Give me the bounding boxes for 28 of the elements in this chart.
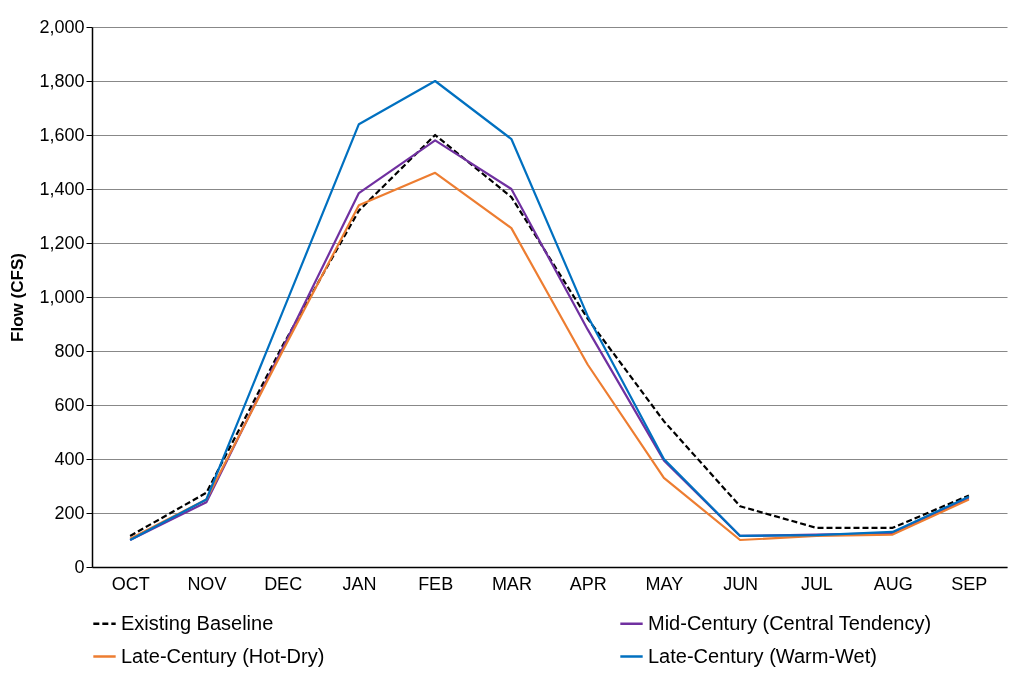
- x-tick-label: NOV: [187, 573, 227, 594]
- y-tick-label: 2,000: [39, 16, 85, 37]
- x-tick-label: FEB: [418, 573, 454, 594]
- legend-label: Mid-Century (Central Tendency): [648, 611, 932, 634]
- legend-label: Late-Century (Warm-Wet): [648, 644, 877, 667]
- y-tick-label: 800: [54, 340, 85, 361]
- y-axis-title: Flow (CFS): [8, 253, 28, 342]
- x-tick-label: OCT: [111, 573, 150, 594]
- legend-label: Existing Baseline: [121, 611, 274, 634]
- y-tick-label: 1,600: [39, 124, 85, 145]
- y-tick-label: 1,800: [39, 70, 85, 91]
- y-tick-label: 600: [54, 394, 85, 415]
- x-tick-label: JUL: [800, 573, 833, 594]
- y-tick-label: 400: [54, 448, 85, 469]
- x-tick-label: DEC: [264, 573, 303, 594]
- y-tick-label: 200: [54, 502, 85, 523]
- x-tick-label: APR: [569, 573, 607, 594]
- x-tick-label: MAR: [491, 573, 532, 594]
- y-tick-label: 0: [74, 556, 85, 577]
- x-tick-label: JUN: [723, 573, 759, 594]
- x-tick-label: SEP: [951, 573, 988, 594]
- x-tick-label: AUG: [873, 573, 913, 594]
- y-tick-label: 1,200: [39, 232, 85, 253]
- y-tick-label: 1,400: [39, 178, 85, 199]
- x-tick-label: MAY: [645, 573, 684, 594]
- x-tick-label: JAN: [342, 573, 377, 594]
- y-tick-label: 1,000: [39, 286, 85, 307]
- legend-label: Late-Century (Hot-Dry): [121, 644, 325, 667]
